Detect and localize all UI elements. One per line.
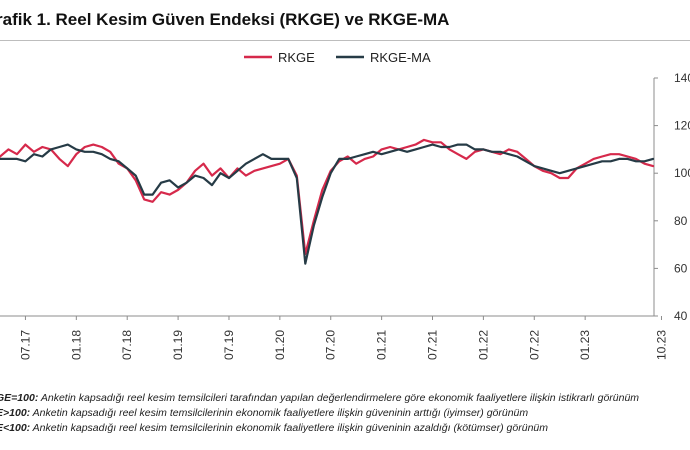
x-tick-label: 01.20 xyxy=(273,330,287,360)
y-tick-label: 100 xyxy=(674,166,690,180)
chart-notes: GE=100: Anketin kapsadığı reel kesim tem… xyxy=(0,391,639,436)
x-tick-label: 10.23 xyxy=(654,330,668,360)
y-tick-label: 40 xyxy=(674,309,688,323)
line-chart: 40 60 80 100 120 140 07.17 01.18 07.18 01.19 07.19… xyxy=(0,50,690,360)
note-pessimistic: E<100: Anketin kapsadığı reel kesim tems… xyxy=(0,422,548,434)
x-tick-label: 07.22 xyxy=(527,330,541,360)
y-tick-label: 140 xyxy=(674,71,690,85)
x-tick-label: 07.21 xyxy=(426,330,440,360)
series-line-rkge xyxy=(0,138,655,256)
note-stable: GE=100: Anketin kapsadığı reel kesim tem… xyxy=(0,392,640,404)
x-tick-label: 07.20 xyxy=(324,330,338,360)
x-tick-label: 07.18 xyxy=(120,330,134,360)
chart-title: rafik 1. Reel Kesim Güven Endeksi (RKGE)… xyxy=(0,10,450,29)
legend-label-rkge-ma: RKGE-MA xyxy=(370,50,431,65)
series-line-rkge-ma xyxy=(0,143,655,265)
x-tick-label: 07.19 xyxy=(222,330,236,360)
x-tick-label: 01.22 xyxy=(476,330,490,360)
y-tick-label: 120 xyxy=(674,119,690,133)
title-divider xyxy=(0,40,690,41)
x-tick-label: 01.23 xyxy=(578,330,592,360)
y-tick-label: 80 xyxy=(674,214,688,228)
x-tick-label: 01.19 xyxy=(171,330,185,360)
y-tick-label: 60 xyxy=(674,261,688,275)
x-tick-label: 07.17 xyxy=(18,330,32,360)
x-tick-label: 01.18 xyxy=(69,330,83,360)
legend-label-rkge: RKGE xyxy=(278,50,315,65)
x-tick-label: 01.21 xyxy=(375,330,389,360)
note-optimistic: E>100: Anketin kapsadığı reel kesim tems… xyxy=(0,407,529,419)
